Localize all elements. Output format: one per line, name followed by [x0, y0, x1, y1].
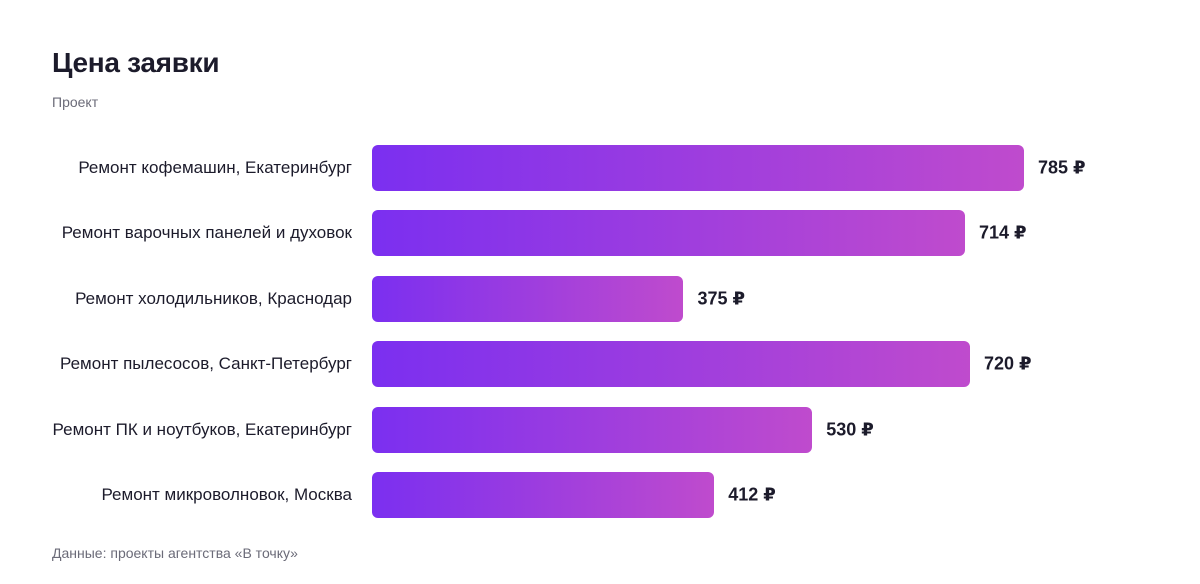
value-label: 530 ₽ — [826, 419, 874, 440]
chart-title: Цена заявки — [52, 47, 220, 78]
bar — [372, 275, 684, 322]
value-label: 412 ₽ — [728, 484, 776, 505]
value-label: 375 ₽ — [697, 288, 746, 309]
bar — [372, 210, 966, 257]
category-label: Ремонт ПК и ноутбуков, Екатеринбург — [52, 419, 352, 439]
category-label: Ремонт микроволновок, Москва — [101, 485, 352, 504]
category-label: Ремонт пылесосов, Санкт-Петербург — [60, 354, 352, 374]
bar — [372, 145, 1024, 191]
value-label: 714 ₽ — [979, 222, 1027, 243]
value-label: 785 ₽ — [1038, 157, 1086, 178]
category-label: Ремонт холодильников, Краснодар — [75, 288, 352, 308]
category-label: Ремонт варочных панелей и духовок — [61, 223, 352, 243]
value-label: 720 ₽ — [984, 353, 1032, 374]
source-note: Данные: проекты агентства «В точку» — [52, 545, 298, 561]
subtitle: Проект — [52, 94, 99, 110]
bar — [372, 341, 970, 388]
category-label: Ремонт кофемашин, Екатеринбург — [78, 158, 352, 177]
bar — [372, 406, 813, 453]
bar — [372, 472, 715, 518]
